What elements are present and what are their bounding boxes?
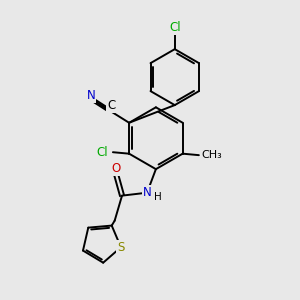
Text: N: N <box>143 186 152 199</box>
Text: N: N <box>86 89 95 102</box>
Text: Cl: Cl <box>169 21 181 34</box>
Text: C: C <box>107 99 116 112</box>
Text: S: S <box>117 241 124 254</box>
Text: O: O <box>111 162 120 175</box>
Text: Cl: Cl <box>97 146 108 159</box>
Text: CH₃: CH₃ <box>201 150 222 160</box>
Text: H: H <box>154 192 162 202</box>
